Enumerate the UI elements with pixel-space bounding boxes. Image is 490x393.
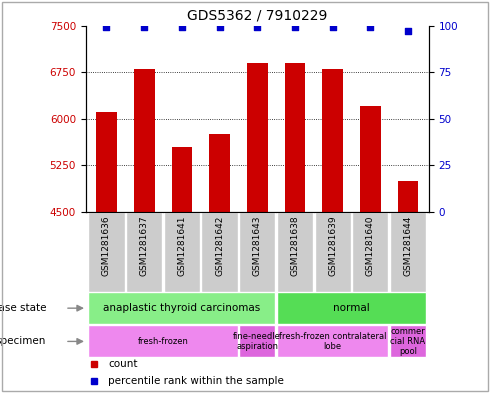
Point: [329, 24, 337, 31]
Text: anaplastic thyroid carcinomas: anaplastic thyroid carcinomas: [103, 303, 261, 313]
Bar: [352, 212, 389, 292]
Text: GSM1281638: GSM1281638: [291, 216, 299, 276]
Text: GSM1281636: GSM1281636: [102, 216, 111, 276]
Bar: [277, 212, 313, 292]
Text: GSM1281641: GSM1281641: [177, 216, 186, 276]
Text: disease state: disease state: [0, 303, 46, 313]
Bar: [88, 325, 238, 357]
Text: GSM1281639: GSM1281639: [328, 216, 337, 276]
Point: [102, 24, 110, 31]
Text: specimen: specimen: [0, 336, 46, 346]
Bar: [201, 212, 238, 292]
Text: commer
cial RNA
pool: commer cial RNA pool: [391, 327, 426, 356]
Bar: [239, 325, 275, 357]
Point: [140, 24, 148, 31]
Bar: [239, 212, 275, 292]
Bar: [277, 325, 389, 357]
Bar: [209, 134, 230, 212]
Title: GDS5362 / 7910229: GDS5362 / 7910229: [187, 9, 327, 23]
Bar: [88, 212, 124, 292]
Bar: [247, 63, 268, 212]
Text: fresh-frozen: fresh-frozen: [138, 337, 189, 346]
Bar: [315, 212, 351, 292]
Bar: [322, 69, 343, 212]
Text: GSM1281644: GSM1281644: [404, 216, 413, 276]
Point: [178, 24, 186, 31]
Text: normal: normal: [333, 303, 370, 313]
Bar: [277, 292, 426, 324]
Point: [291, 24, 299, 31]
Bar: [126, 212, 162, 292]
Bar: [164, 212, 200, 292]
Point: [253, 24, 261, 31]
Bar: [390, 212, 426, 292]
Point: [404, 28, 412, 34]
Text: percentile rank within the sample: percentile rank within the sample: [108, 376, 284, 386]
Bar: [134, 69, 154, 212]
Point: [216, 24, 223, 31]
Text: fine-needle
aspiration: fine-needle aspiration: [233, 332, 281, 351]
Bar: [172, 147, 192, 212]
Text: GSM1281637: GSM1281637: [140, 216, 148, 276]
Point: [367, 24, 374, 31]
Bar: [96, 112, 117, 212]
Bar: [88, 292, 275, 324]
Bar: [390, 325, 426, 357]
Text: GSM1281640: GSM1281640: [366, 216, 375, 276]
Text: GSM1281642: GSM1281642: [215, 216, 224, 276]
Text: fresh-frozen contralateral
lobe: fresh-frozen contralateral lobe: [279, 332, 387, 351]
Bar: [285, 63, 305, 212]
Bar: [398, 181, 418, 212]
Text: count: count: [108, 359, 138, 369]
Bar: [360, 106, 381, 212]
Text: GSM1281643: GSM1281643: [253, 216, 262, 276]
